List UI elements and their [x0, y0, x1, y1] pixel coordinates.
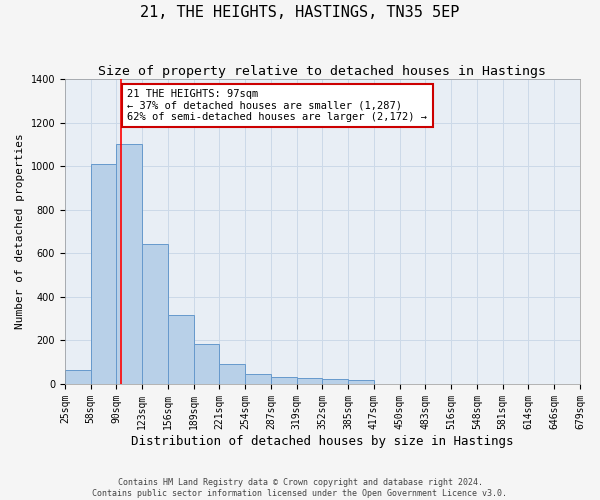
Bar [245, 374, 271, 384]
Bar [116, 144, 142, 384]
Text: 21, THE HEIGHTS, HASTINGS, TN35 5EP: 21, THE HEIGHTS, HASTINGS, TN35 5EP [140, 5, 460, 20]
Text: 21 THE HEIGHTS: 97sqm
← 37% of detached houses are smaller (1,287)
62% of semi-d: 21 THE HEIGHTS: 97sqm ← 37% of detached … [127, 89, 427, 122]
Y-axis label: Number of detached properties: Number of detached properties [15, 134, 25, 330]
Bar [348, 380, 374, 384]
Bar [91, 164, 116, 384]
Bar [322, 379, 348, 384]
Bar [194, 344, 220, 384]
Text: Contains HM Land Registry data © Crown copyright and database right 2024.
Contai: Contains HM Land Registry data © Crown c… [92, 478, 508, 498]
Title: Size of property relative to detached houses in Hastings: Size of property relative to detached ho… [98, 65, 547, 78]
Bar [65, 370, 91, 384]
Bar [271, 378, 296, 384]
X-axis label: Distribution of detached houses by size in Hastings: Distribution of detached houses by size … [131, 434, 514, 448]
Bar [220, 364, 245, 384]
Bar [168, 316, 194, 384]
Bar [142, 244, 168, 384]
Bar [296, 378, 322, 384]
